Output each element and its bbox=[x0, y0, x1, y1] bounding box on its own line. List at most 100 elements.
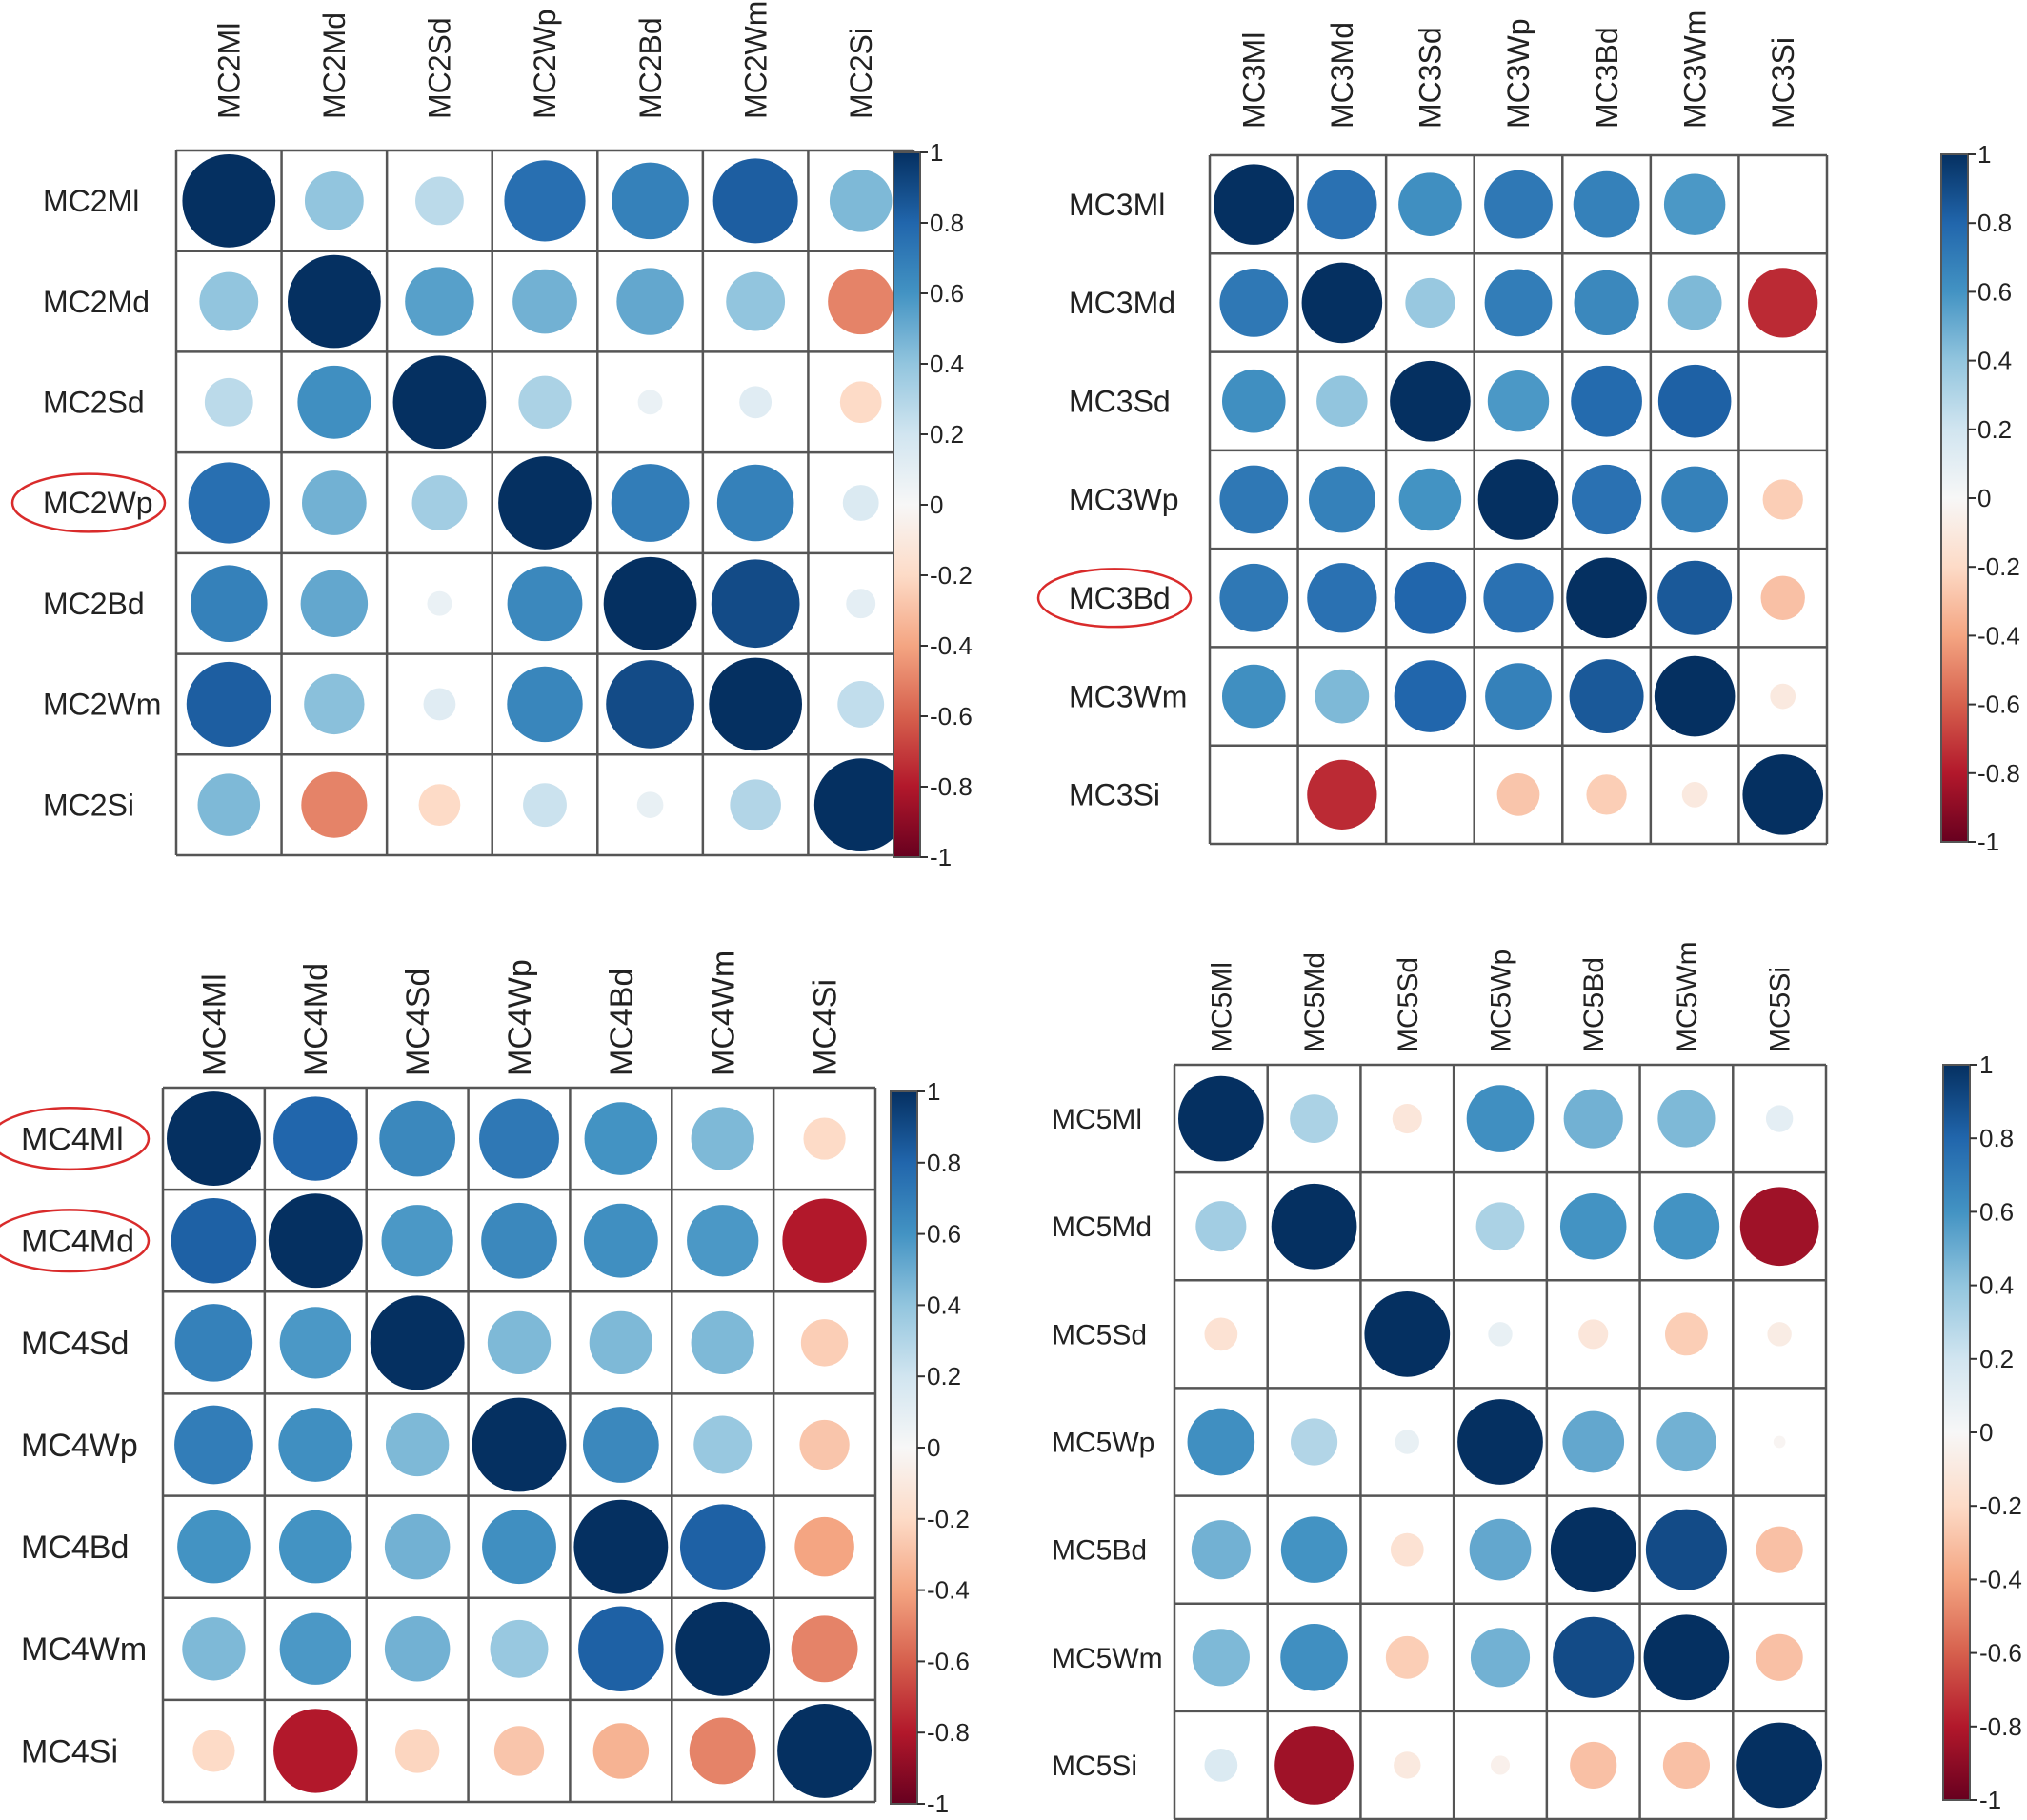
colorbar-tick-label: -0.4 bbox=[927, 1576, 970, 1605]
cell-circle-MC2Wm-MC2Bd bbox=[606, 660, 694, 749]
cell-circle-MC4Wp-MC4Wp bbox=[472, 1397, 567, 1492]
cell-circle-MC4Md-MC4Wm bbox=[687, 1205, 759, 1277]
col-label-MC5Ml: MC5Ml bbox=[1206, 962, 1237, 1052]
col-label-MC5Wp: MC5Wp bbox=[1486, 950, 1517, 1052]
cell-circle-MC2Md-MC2Wp bbox=[512, 269, 577, 334]
cell-circle-MC2Wm-MC2Si bbox=[837, 680, 885, 728]
cell-circle-MC5Wp-MC5Md bbox=[1291, 1418, 1338, 1466]
cell-circle-MC5Sd-MC5Sd bbox=[1364, 1290, 1451, 1377]
cell-circle-MC5Si-MC5Sd bbox=[1394, 1751, 1421, 1779]
cell-circle-MC3Wp-MC3Md bbox=[1308, 466, 1375, 533]
cell-circle-MC4Si-MC4Sd bbox=[394, 1729, 440, 1773]
cell-circle-MC5Si-MC5Ml bbox=[1204, 1749, 1238, 1782]
colorbar-tick-label: -0.2 bbox=[930, 561, 973, 590]
cell-circle-MC3Wm-MC3Ml bbox=[1221, 664, 1286, 729]
cell-circle-MC3Sd-MC3Wp bbox=[1487, 370, 1550, 432]
cell-circle-MC3Md-MC3Wp bbox=[1484, 269, 1553, 337]
colorbar-tick-label: 0.6 bbox=[1979, 1197, 2014, 1226]
colorbar-tick-label: -0.8 bbox=[1977, 759, 2020, 788]
col-label-MC2Ml: MC2Ml bbox=[211, 23, 246, 119]
cell-circle-MC2Wm-MC2Md bbox=[304, 673, 365, 735]
cell-circle-MC3Wp-MC3Wm bbox=[1661, 466, 1729, 533]
cell-circle-MC3Ml-MC3Md bbox=[1307, 170, 1377, 240]
cell-circle-MC4Wm-MC4Sd bbox=[384, 1616, 451, 1682]
row-label-MC4Si: MC4Si bbox=[21, 1733, 118, 1770]
cell-circle-MC5Md-MC5Md bbox=[1271, 1183, 1357, 1270]
cell-circle-MC2Sd-MC2Md bbox=[297, 365, 371, 439]
col-label-MC2Bd: MC2Bd bbox=[633, 17, 668, 119]
cell-circle-MC3Wp-MC3Ml bbox=[1219, 465, 1289, 534]
row-label-MC2Md: MC2Md bbox=[43, 285, 150, 319]
cell-circle-MC5Sd-MC5Wp bbox=[1488, 1322, 1513, 1347]
row-label-MC4Ml: MC4Ml bbox=[21, 1121, 124, 1157]
cell-circle-MC5Wm-MC5Wm bbox=[1643, 1614, 1730, 1701]
row-label-MC3Bd: MC3Bd bbox=[1069, 581, 1171, 615]
cell-circle-MC4Md-MC4Md bbox=[268, 1193, 363, 1289]
cell-circle-MC5Md-MC5Ml bbox=[1195, 1201, 1247, 1252]
colorbar-tick-label: -0.6 bbox=[1977, 690, 2020, 719]
cell-circle-MC4Wm-MC4Wm bbox=[675, 1601, 771, 1696]
cell-circle-MC4Bd-MC4Si bbox=[794, 1516, 854, 1577]
col-label-MC2Si: MC2Si bbox=[844, 28, 878, 119]
colorbar-tick-label: 1 bbox=[1979, 1050, 1993, 1079]
cell-circle-MC3Md-MC3Si bbox=[1748, 268, 1818, 338]
cell-circle-MC2Ml-MC2Si bbox=[829, 170, 893, 232]
cell-circle-MC5Wm-MC5Sd bbox=[1385, 1635, 1429, 1679]
cell-circle-MC3Wm-MC3Si bbox=[1770, 683, 1796, 710]
colorbar-tick-label: -1 bbox=[930, 843, 952, 871]
colorbar-tick-label: 0 bbox=[1979, 1418, 1993, 1447]
colorbar-tick-label: -0.6 bbox=[927, 1647, 970, 1675]
cell-circle-MC5Ml-MC5Md bbox=[1290, 1094, 1338, 1143]
colorbar-tick-label: -1 bbox=[1979, 1786, 2001, 1814]
cell-circle-MC5Bd-MC5Wm bbox=[1645, 1509, 1727, 1590]
cell-circle-MC2Bd-MC2Wp bbox=[507, 566, 583, 642]
row-label-MC4Bd: MC4Bd bbox=[21, 1530, 129, 1566]
cell-circle-MC2Sd-MC2Sd bbox=[392, 355, 487, 450]
colorbar-tick-label: 0.2 bbox=[1977, 415, 2012, 444]
cell-circle-MC3Md-MC3Md bbox=[1301, 262, 1383, 344]
cell-circle-MC2Ml-MC2Wp bbox=[504, 160, 586, 242]
colorbar-tick-label: -0.2 bbox=[1979, 1491, 2022, 1520]
cell-circle-MC2Si-MC2Ml bbox=[197, 773, 261, 836]
row-label-MC2Si: MC2Si bbox=[43, 788, 134, 822]
cell-circle-MC5Sd-MC5Bd bbox=[1578, 1319, 1609, 1350]
cell-circle-MC4Si-MC4Md bbox=[273, 1709, 358, 1793]
cell-circle-MC4Si-MC4Si bbox=[777, 1703, 873, 1798]
cell-circle-MC3Bd-MC3Md bbox=[1307, 563, 1377, 633]
cell-circle-MC3Bd-MC3Wm bbox=[1657, 560, 1733, 635]
cell-circle-MC4Wp-MC4Md bbox=[278, 1408, 353, 1482]
cell-circle-MC3Sd-MC3Bd bbox=[1571, 365, 1642, 437]
colorbar-tick-label: -0.6 bbox=[930, 702, 973, 730]
cell-circle-MC2Sd-MC2Si bbox=[839, 381, 882, 424]
cell-circle-MC5Wm-MC5Si bbox=[1756, 1633, 1803, 1681]
cell-circle-MC2Si-MC2Wp bbox=[523, 783, 567, 828]
cell-circle-MC3Si-MC3Md bbox=[1307, 759, 1377, 830]
row-label-MC5Bd: MC5Bd bbox=[1052, 1535, 1147, 1567]
colorbar-gradient bbox=[893, 151, 921, 858]
cell-circle-MC5Wm-MC5Bd bbox=[1553, 1616, 1635, 1698]
col-label-MC5Md: MC5Md bbox=[1299, 952, 1331, 1052]
cell-circle-MC4Wm-MC4Md bbox=[279, 1612, 351, 1685]
cell-circle-MC5Wp-MC5Wm bbox=[1656, 1411, 1716, 1472]
cell-circle-MC5Si-MC5Si bbox=[1736, 1722, 1823, 1809]
cell-circle-MC2Md-MC2Md bbox=[287, 254, 381, 349]
colorbar-tick-label: -0.8 bbox=[1979, 1712, 2022, 1741]
cell-circle-MC4Bd-MC4Wm bbox=[679, 1504, 766, 1590]
cell-circle-MC2Ml-MC2Bd bbox=[612, 162, 689, 240]
highlight-ellipse-MC3Bd bbox=[1036, 568, 1193, 629]
row-label-MC2Wp: MC2Wp bbox=[43, 486, 153, 520]
cell-circle-MC2Bd-MC2Ml bbox=[190, 565, 268, 643]
grid-lines bbox=[1208, 153, 1829, 846]
cell-circle-MC5Wm-MC5Md bbox=[1280, 1623, 1348, 1691]
cell-circle-MC5Si-MC5Wm bbox=[1662, 1741, 1710, 1789]
col-label-MC3Md: MC3Md bbox=[1325, 22, 1359, 129]
col-label-MC3Bd: MC3Bd bbox=[1590, 27, 1624, 129]
cell-circle-MC2Bd-MC2Si bbox=[846, 589, 876, 619]
row-label-MC4Wp: MC4Wp bbox=[21, 1428, 138, 1464]
colorbar-tick-label: 0 bbox=[1977, 484, 1991, 512]
colorbar-tick-label: 0.6 bbox=[930, 279, 964, 308]
cell-circle-MC4Md-MC4Ml bbox=[171, 1197, 257, 1284]
cell-circle-MC5Md-MC5Si bbox=[1739, 1187, 1819, 1267]
colorbar-tick-label: 0 bbox=[927, 1433, 940, 1462]
colorbar-tick-label: -1 bbox=[1977, 828, 1999, 856]
